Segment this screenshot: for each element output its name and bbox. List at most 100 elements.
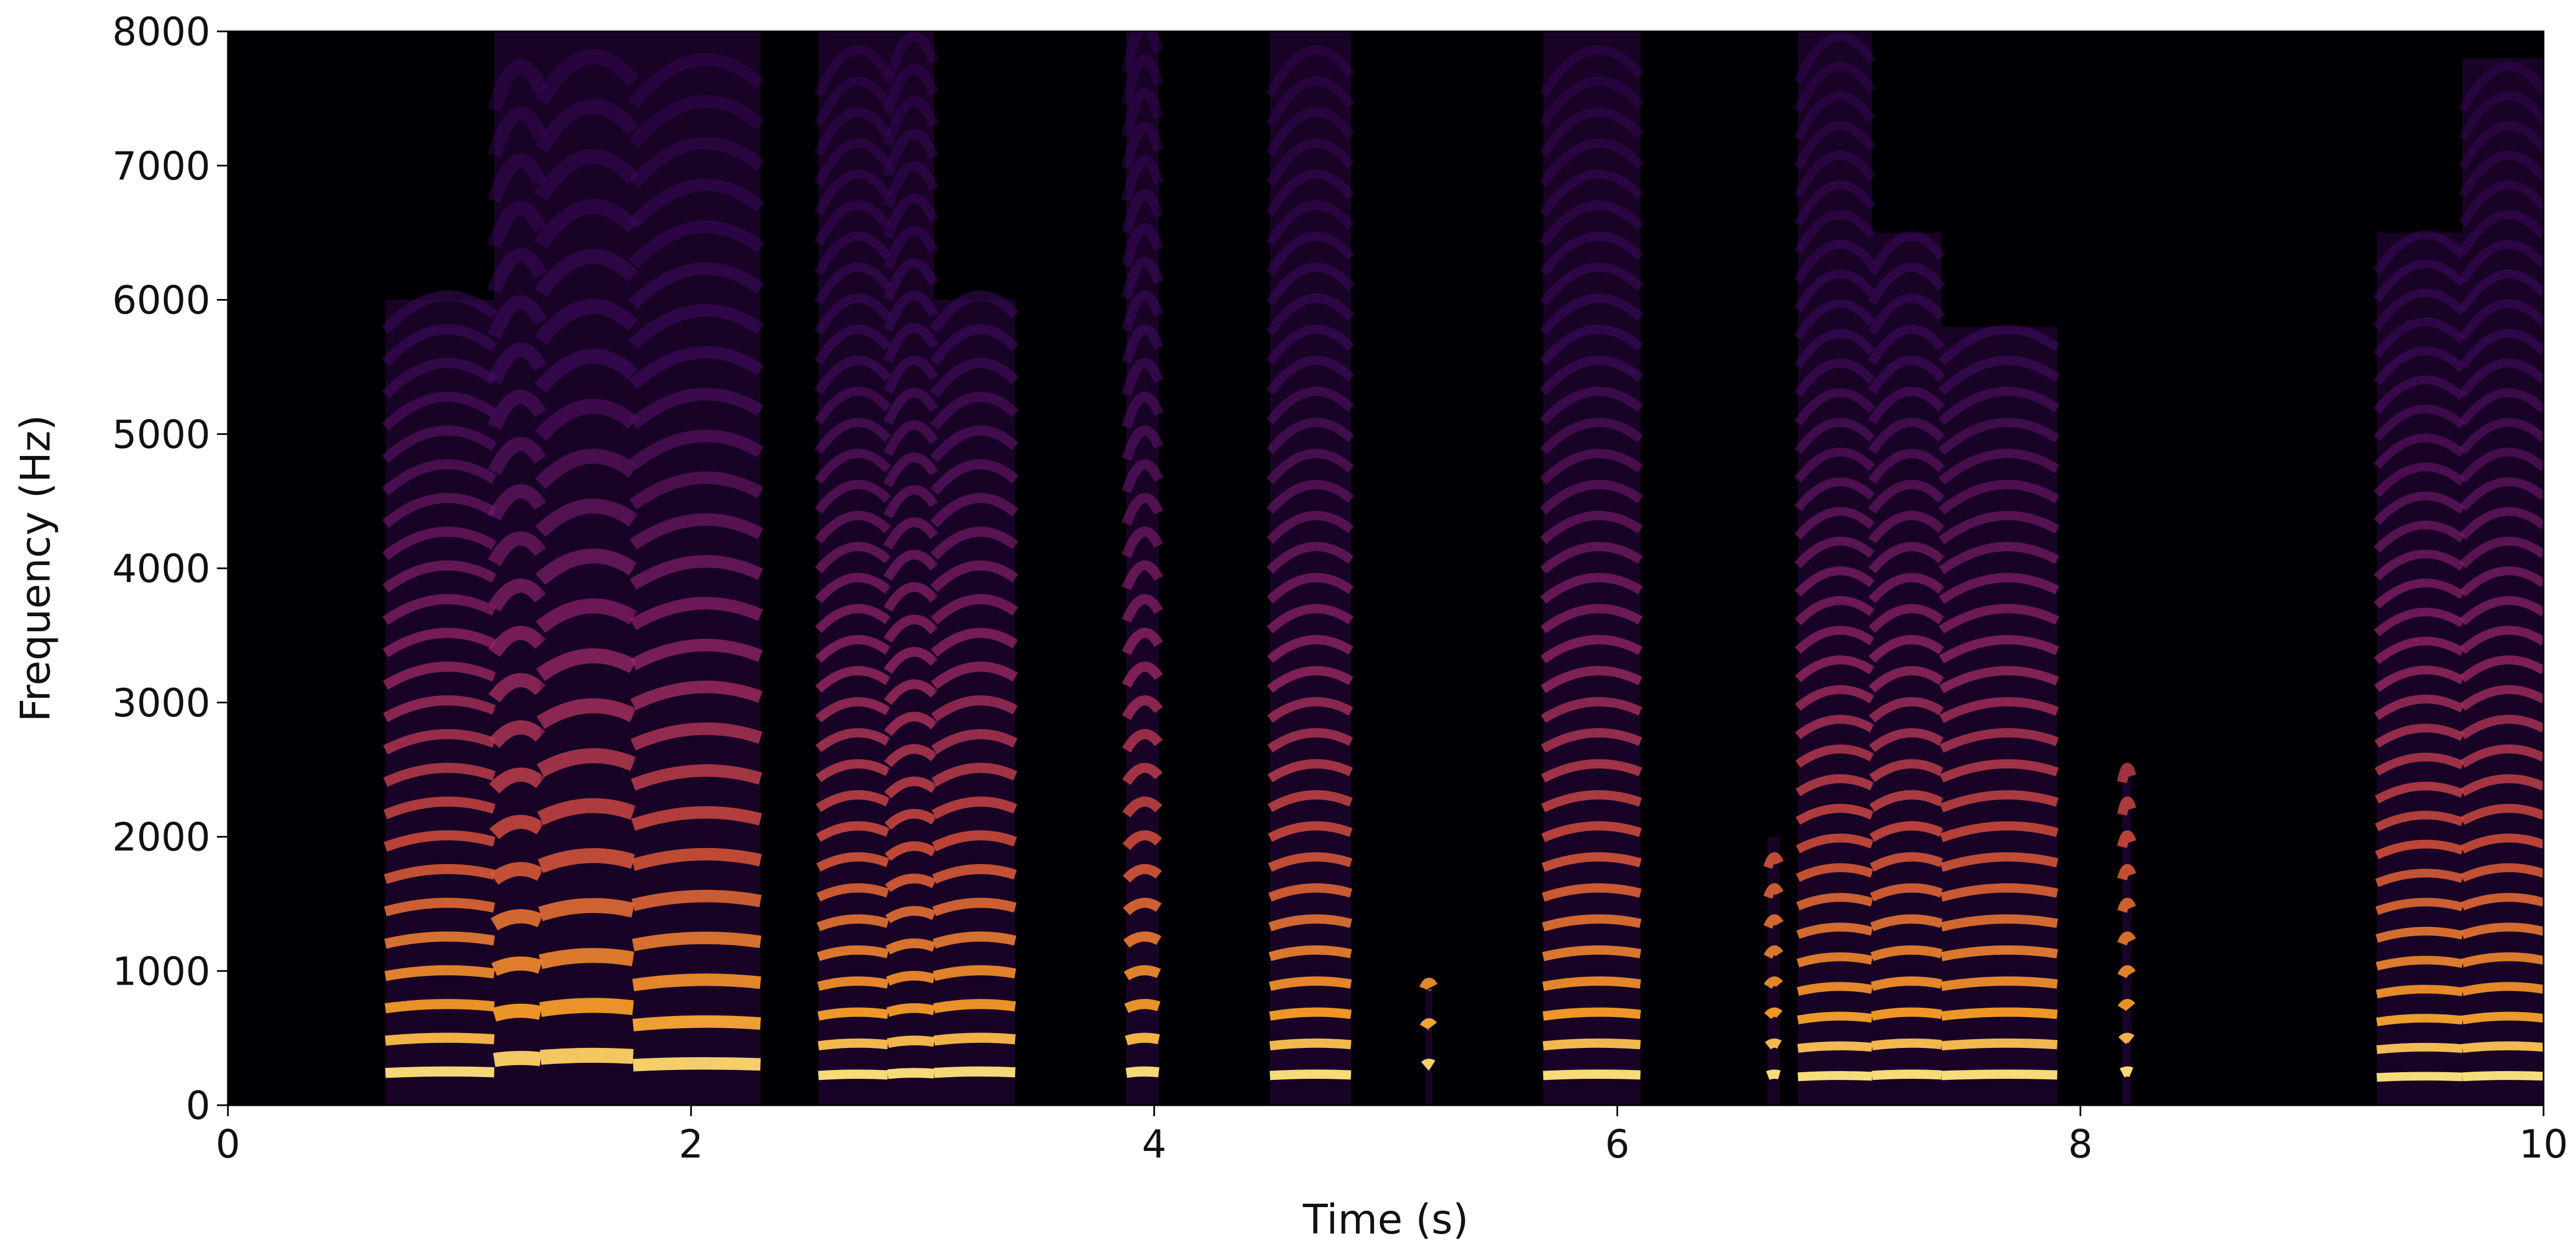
harmonic: [1266, 448, 1354, 485]
harmonic: [2117, 931, 2136, 946]
harmonic: [814, 138, 892, 186]
harmonic: [1121, 594, 1163, 623]
harmonic: [487, 106, 547, 158]
harmonic: [1421, 1058, 1436, 1072]
harmonic: [628, 137, 765, 188]
harmonic: [1939, 728, 2059, 753]
harmonic: [630, 681, 763, 710]
harmonic: [1539, 107, 1644, 157]
harmonic: [883, 161, 939, 208]
harmonic: [2460, 893, 2544, 911]
harmonic: [1540, 449, 1643, 485]
harmonic: [534, 249, 639, 297]
harmonic: [1794, 180, 1876, 226]
harmonic: [536, 698, 636, 730]
harmonic: [1798, 1071, 1872, 1082]
harmonic: [1267, 759, 1353, 783]
harmonic: [383, 628, 497, 658]
harmonic: [930, 459, 1019, 495]
harmonic: [2376, 1014, 2463, 1026]
harmonic: [488, 437, 547, 475]
harmonic: [884, 808, 937, 830]
harmonic: [2373, 259, 2466, 302]
harmonic: [1796, 952, 1874, 968]
y-tick-label: 1000: [112, 949, 210, 994]
harmonic: [815, 573, 891, 604]
harmonic: [814, 200, 892, 246]
x-tick-label: 4: [1142, 1122, 1167, 1167]
harmonic: [1763, 852, 1784, 870]
harmonic: [816, 945, 889, 961]
harmonic: [2373, 404, 2466, 442]
harmonic: [488, 626, 546, 658]
harmonic: [2459, 626, 2544, 654]
y-tick-label: 3000: [112, 681, 210, 726]
harmonic: [491, 909, 544, 931]
harmonic: [1268, 976, 1352, 991]
harmonic: [2459, 596, 2544, 626]
harmonic: [1795, 655, 1875, 682]
harmonic: [817, 976, 889, 991]
harmonic: [1266, 262, 1355, 306]
harmonic: [2458, 150, 2544, 198]
harmonic: [385, 1066, 495, 1078]
harmonic: [1870, 945, 1943, 961]
harmonic: [1121, 31, 1164, 73]
harmonic: [1266, 480, 1354, 514]
harmonic: [2373, 578, 2465, 609]
harmonic: [1542, 883, 1642, 902]
harmonic: [1869, 697, 1945, 722]
harmonic: [1938, 355, 2060, 396]
harmonic: [2376, 1072, 2463, 1082]
harmonic: [629, 388, 764, 430]
harmonic: [489, 767, 545, 794]
harmonic: [930, 358, 1019, 398]
harmonic: [383, 661, 497, 690]
harmonic: [629, 471, 764, 510]
harmonic: [2459, 507, 2544, 540]
harmonic: [1540, 573, 1643, 604]
harmonic: [1539, 387, 1643, 425]
harmonic: [1266, 387, 1354, 425]
harmonic: [1122, 729, 1163, 753]
harmonic: [540, 1047, 634, 1065]
harmonic: [1269, 1007, 1352, 1021]
harmonic: [933, 965, 1016, 981]
harmonic: [1940, 821, 2058, 843]
harmonic: [1794, 566, 1875, 597]
harmonic: [629, 304, 764, 349]
harmonic: [382, 290, 498, 334]
harmonic: [1121, 695, 1163, 720]
harmonic: [1940, 759, 2059, 783]
harmonic: [1869, 604, 1945, 633]
harmonic: [1540, 728, 1642, 753]
harmonic: [883, 226, 939, 270]
harmonic: [815, 728, 891, 753]
harmonic: [629, 430, 764, 470]
harmonic: [384, 965, 495, 981]
harmonic: [1938, 604, 2060, 634]
harmonic: [815, 666, 891, 693]
harmonic: [1868, 449, 1945, 484]
harmonic: [815, 790, 890, 812]
harmonic: [539, 998, 634, 1017]
harmonic: [884, 711, 938, 736]
harmonic: [2373, 550, 2465, 581]
harmonic: [1938, 480, 2060, 515]
harmonic: [1763, 914, 1784, 929]
harmonic: [1940, 914, 2058, 932]
harmonic: [2117, 830, 2137, 848]
harmonic: [818, 1069, 889, 1080]
harmonic: [1122, 830, 1163, 850]
harmonic: [883, 128, 939, 177]
harmonic: [1795, 626, 1875, 654]
harmonic: [930, 324, 1019, 366]
harmonic: [1871, 1007, 1942, 1021]
harmonic: [382, 560, 497, 593]
harmonic: [2375, 927, 2464, 943]
harmonic: [631, 889, 762, 911]
harmonic: [1764, 1007, 1783, 1019]
harmonic: [2374, 637, 2465, 665]
harmonic: [1868, 417, 1945, 454]
harmonic: [1868, 324, 1946, 365]
